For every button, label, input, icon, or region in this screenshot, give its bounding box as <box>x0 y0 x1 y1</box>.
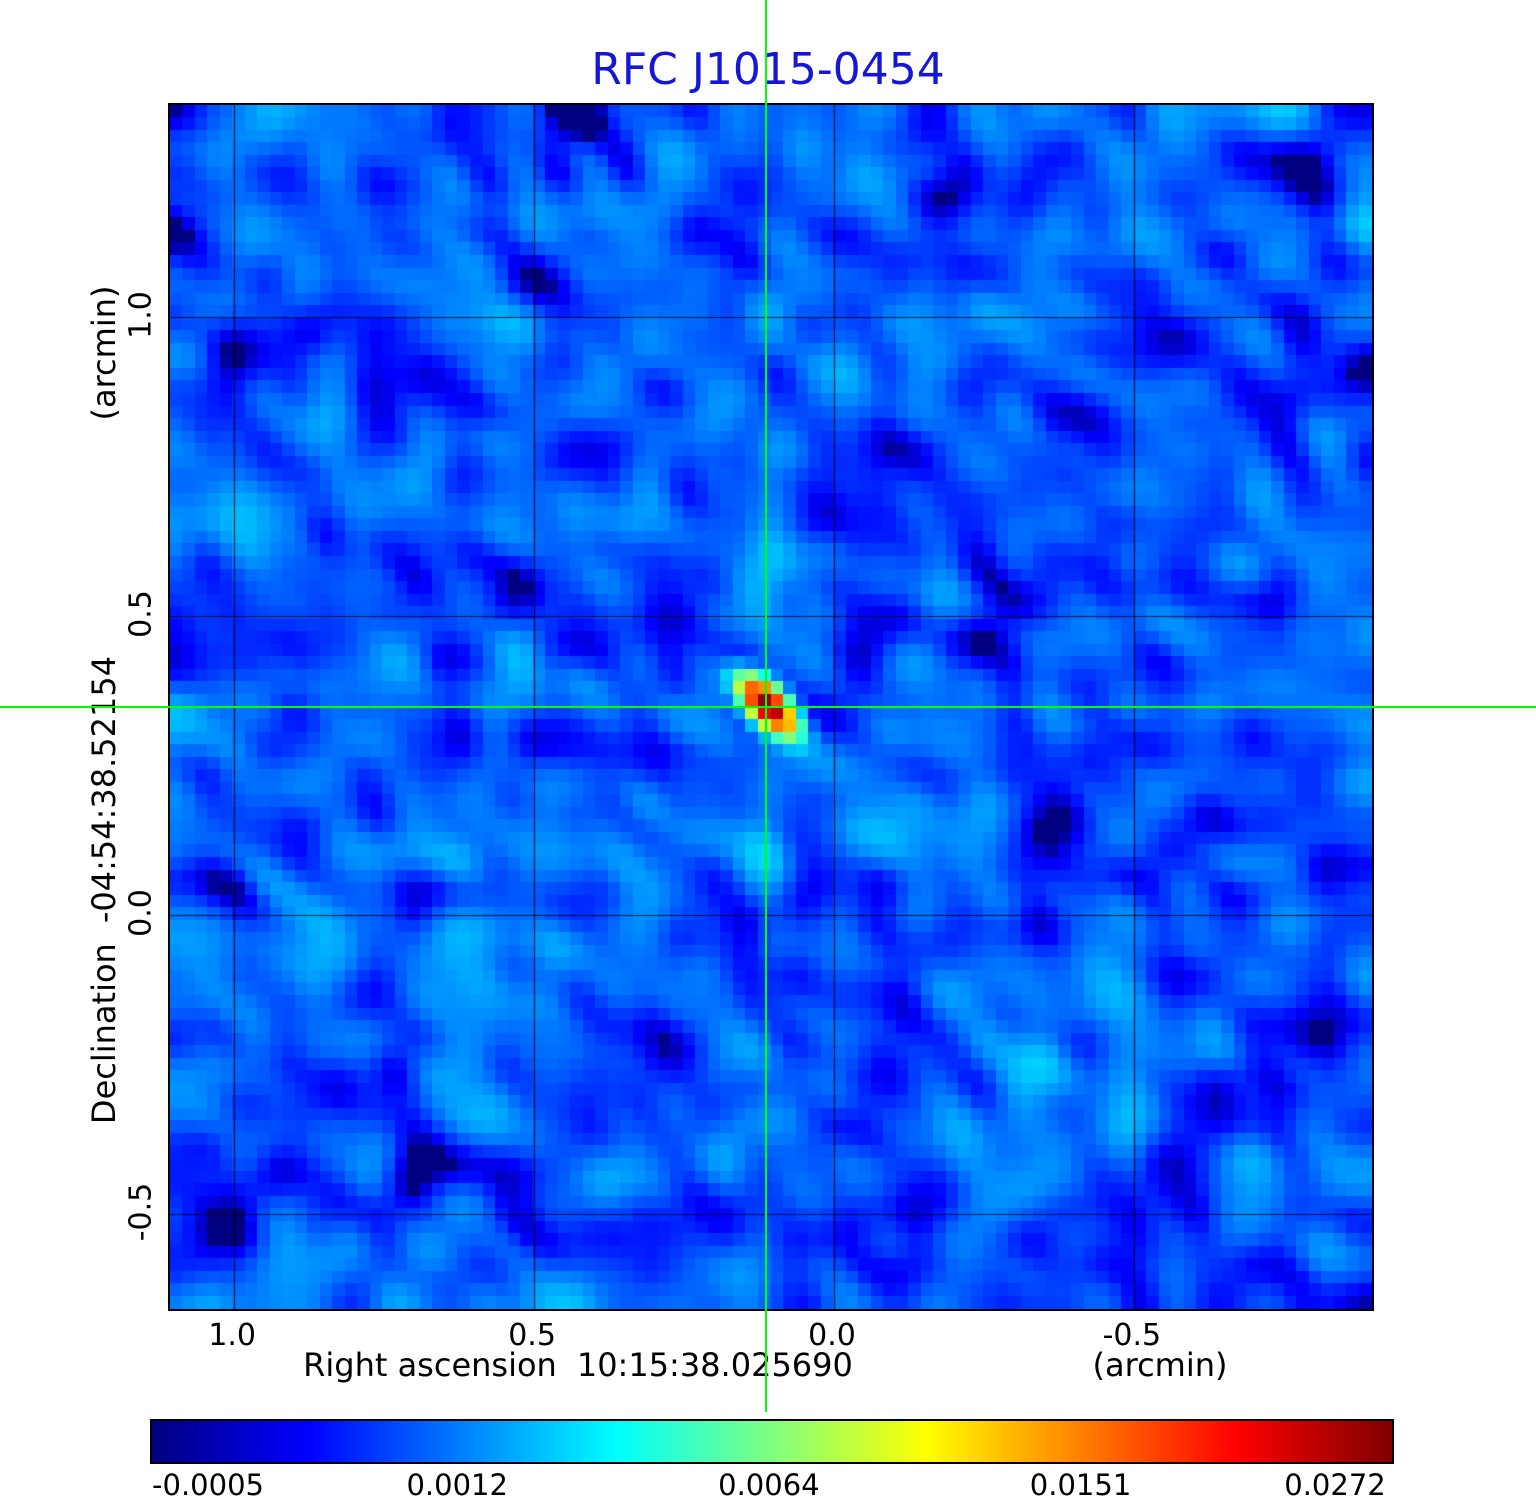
chart-title: RFC J1015-0454 <box>591 44 945 95</box>
x-tick-label: 1.0 <box>208 1318 257 1353</box>
y-tick-label: 0.5 <box>123 590 159 638</box>
y-tick-labels: 1.0 0.5 0.0 -0.5 <box>0 0 168 1400</box>
crosshair-horizontal-line <box>0 706 1536 708</box>
x-tick-label: 0.5 <box>508 1318 556 1353</box>
colorbar-tick-labels: -0.0005 0.0012 0.0064 0.0151 0.0272 <box>150 1468 1390 1504</box>
colorbar-tick-label: 0.0064 <box>718 1468 820 1502</box>
x-axis-name: Right ascension <box>303 1346 557 1384</box>
colorbar <box>150 1419 1394 1464</box>
y-tick-label: 0.0 <box>123 889 159 937</box>
y-tick-label: -0.5 <box>123 1182 159 1242</box>
x-axis-label: Right ascension 10:15:38.025690 <box>303 1346 853 1384</box>
x-tick-labels: 1.0 0.5 0.0 -0.5 <box>0 1318 1536 1358</box>
colorbar-tick-label: -0.0005 <box>152 1468 264 1502</box>
colorbar-canvas <box>152 1421 1392 1462</box>
x-axis-coordinate: 10:15:38.025690 <box>576 1346 853 1384</box>
x-tick-label: -0.5 <box>1102 1318 1162 1353</box>
colorbar-tick-label: 0.0272 <box>1284 1468 1386 1502</box>
x-tick-label: 0.0 <box>808 1318 856 1353</box>
colorbar-tick-label: 0.0012 <box>406 1468 508 1502</box>
colorbar-tick-label: 0.0151 <box>1029 1468 1132 1502</box>
y-tick-label: 1.0 <box>123 291 159 340</box>
x-axis-unit: (arcmin) <box>1092 1346 1228 1384</box>
